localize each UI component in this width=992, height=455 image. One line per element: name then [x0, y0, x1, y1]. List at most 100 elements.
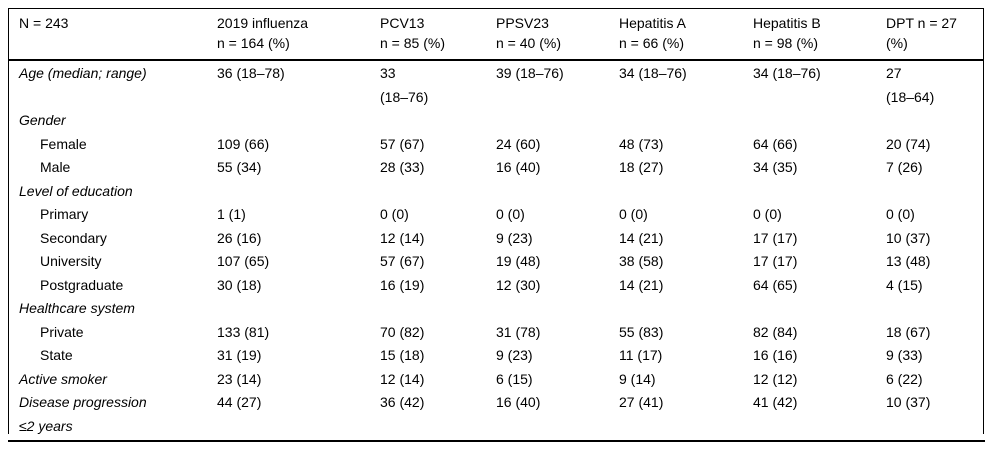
- value-cell: 64 (65): [753, 276, 798, 293]
- value-cell: 38 (58): [619, 253, 664, 269]
- table-frame: N = 243 2019 influenza n = 164 (%) PCV13…: [8, 8, 984, 434]
- value-cell: 16 (40): [496, 394, 541, 410]
- value-cell: 31 (19): [217, 347, 262, 363]
- value-cell: 17 (17): [753, 229, 798, 246]
- value-cell: 15 (18): [380, 347, 425, 363]
- value-cell: 57 (67): [380, 253, 425, 269]
- value-cell: 6 (22): [886, 370, 923, 387]
- value-cell: 12 (14): [380, 370, 425, 387]
- value-cell: [370, 297, 486, 321]
- value-cell: 30 (18): [217, 276, 262, 293]
- value-cell: 10 (37): [886, 394, 931, 410]
- value-cell: 34 (18–76): [619, 65, 687, 81]
- value-cell: 26 (16): [217, 229, 262, 246]
- table-row-active-smoker: Active smoker 23 (14) 12 (14) 6 (15) 9 (…: [9, 368, 983, 392]
- value-cell: 64 (66): [753, 135, 798, 152]
- table-body: Age (median; range) 36 (18–78) 33 (18–76…: [9, 61, 983, 438]
- value-cell: 0 (0): [886, 206, 915, 222]
- header-cell-n-total: N = 243: [19, 15, 69, 31]
- value-cell: 12 (30): [496, 276, 541, 293]
- value-cell: 0 (0): [753, 206, 782, 222]
- value-cell: 70 (82): [380, 323, 425, 340]
- value-cell: 18 (27): [619, 159, 664, 175]
- row-label: State: [40, 347, 73, 363]
- value-cell: [743, 109, 876, 133]
- value-cell: 18 (67): [886, 323, 931, 340]
- row-label: Active smoker: [19, 370, 107, 387]
- value-cell: 0 (0): [380, 206, 409, 222]
- row-label: Age (median; range): [19, 65, 147, 81]
- value-cell: 14 (21): [619, 229, 664, 246]
- value-cell: [207, 180, 370, 204]
- value-cell: 55 (34): [217, 159, 262, 175]
- table-bottom-rule: [8, 440, 985, 442]
- value-cell: 7 (26): [886, 159, 923, 175]
- value-cell: [876, 109, 983, 133]
- value-cell: 9 (23): [496, 347, 533, 363]
- value-cell: 16 (40): [496, 159, 541, 175]
- value-cell: 27 (18–64): [886, 65, 935, 105]
- value-cell: 34 (35): [753, 159, 798, 175]
- table-header-row: N = 243 2019 influenza n = 164 (%) PCV13…: [9, 9, 983, 61]
- value-cell: [609, 109, 743, 133]
- value-cell: [609, 180, 743, 204]
- value-cell: 55 (83): [619, 323, 664, 340]
- row-label: Male: [40, 159, 71, 175]
- section-label: Level of education: [19, 182, 133, 199]
- value-cell: 4 (15): [886, 276, 923, 293]
- row-label: Disease progression ≤2 years: [19, 394, 147, 434]
- value-cell: 107 (65): [217, 253, 270, 269]
- value-cell: 9 (14): [619, 370, 656, 387]
- header-cell-ppsv23: PPSV23 n = 40 (%): [496, 15, 561, 51]
- value-cell: [207, 297, 370, 321]
- value-cell: 24 (60): [496, 135, 541, 152]
- header-cell-hepatitis-b: Hepatitis B n = 98 (%): [753, 15, 821, 51]
- value-cell: 13 (48): [886, 253, 931, 269]
- value-cell: 28 (33): [380, 159, 425, 175]
- value-cell: 6 (15): [496, 370, 533, 387]
- value-cell: 9 (33): [886, 347, 923, 363]
- value-cell: 17 (17): [753, 253, 798, 269]
- value-cell: [370, 109, 486, 133]
- header-cell-dpt: DPT n = 27 (%): [886, 15, 957, 51]
- value-cell: 33 (18–76): [380, 65, 429, 105]
- value-cell: [370, 180, 486, 204]
- value-cell: 0 (0): [496, 206, 525, 222]
- table-row-disease-progression: Disease progression ≤2 years 44 (27) 36 …: [9, 391, 983, 438]
- value-cell: 16 (19): [380, 276, 425, 293]
- value-cell: [486, 297, 609, 321]
- value-cell: 27 (41): [619, 394, 664, 410]
- value-cell: 109 (66): [217, 135, 270, 152]
- header-cell-influenza: 2019 influenza n = 164 (%): [217, 15, 309, 51]
- table-row-healthcare-section: Healthcare system: [9, 297, 983, 321]
- value-cell: 133 (81): [217, 323, 270, 340]
- header-cell-pcv13: PCV13 n = 85 (%): [380, 15, 445, 51]
- value-cell: [743, 180, 876, 204]
- table-row-male: Male 55 (34) 28 (33) 16 (40) 18 (27) 34 …: [9, 156, 983, 180]
- section-label: Healthcare system: [19, 300, 135, 316]
- table-row-university: University 107 (65) 57 (67) 19 (48) 38 (…: [9, 250, 983, 274]
- value-cell: 31 (78): [496, 323, 541, 340]
- header-cell-hepatitis-a: Hepatitis A n = 66 (%): [619, 15, 686, 51]
- value-cell: [876, 297, 983, 321]
- value-cell: 11 (17): [619, 347, 663, 363]
- table-row-state: State 31 (19) 15 (18) 9 (23) 11 (17) 16 …: [9, 344, 983, 368]
- section-label: Gender: [19, 112, 66, 128]
- table-row-private: Private 133 (81) 70 (82) 31 (78) 55 (83)…: [9, 321, 983, 345]
- value-cell: 36 (18–78): [217, 65, 285, 81]
- value-cell: 36 (42): [380, 394, 425, 410]
- table-row-gender-section: Gender: [9, 109, 983, 133]
- value-cell: 39 (18–76): [496, 65, 564, 81]
- value-cell: 41 (42): [753, 394, 798, 410]
- row-label: Postgraduate: [40, 276, 124, 293]
- value-cell: 12 (12): [753, 370, 798, 387]
- value-cell: 19 (48): [496, 253, 541, 269]
- value-cell: 44 (27): [217, 394, 262, 410]
- value-cell: [876, 180, 983, 204]
- value-cell: [743, 297, 876, 321]
- table-row-female: Female 109 (66) 57 (67) 24 (60) 48 (73) …: [9, 133, 983, 157]
- value-cell: 1 (1): [217, 206, 246, 222]
- value-cell: 20 (74): [886, 135, 931, 152]
- value-cell: 57 (67): [380, 135, 425, 152]
